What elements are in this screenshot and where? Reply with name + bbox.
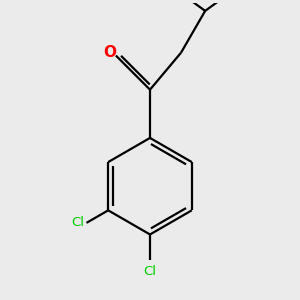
Text: Cl: Cl: [143, 266, 157, 278]
Text: Cl: Cl: [71, 216, 84, 230]
Text: O: O: [103, 45, 117, 60]
